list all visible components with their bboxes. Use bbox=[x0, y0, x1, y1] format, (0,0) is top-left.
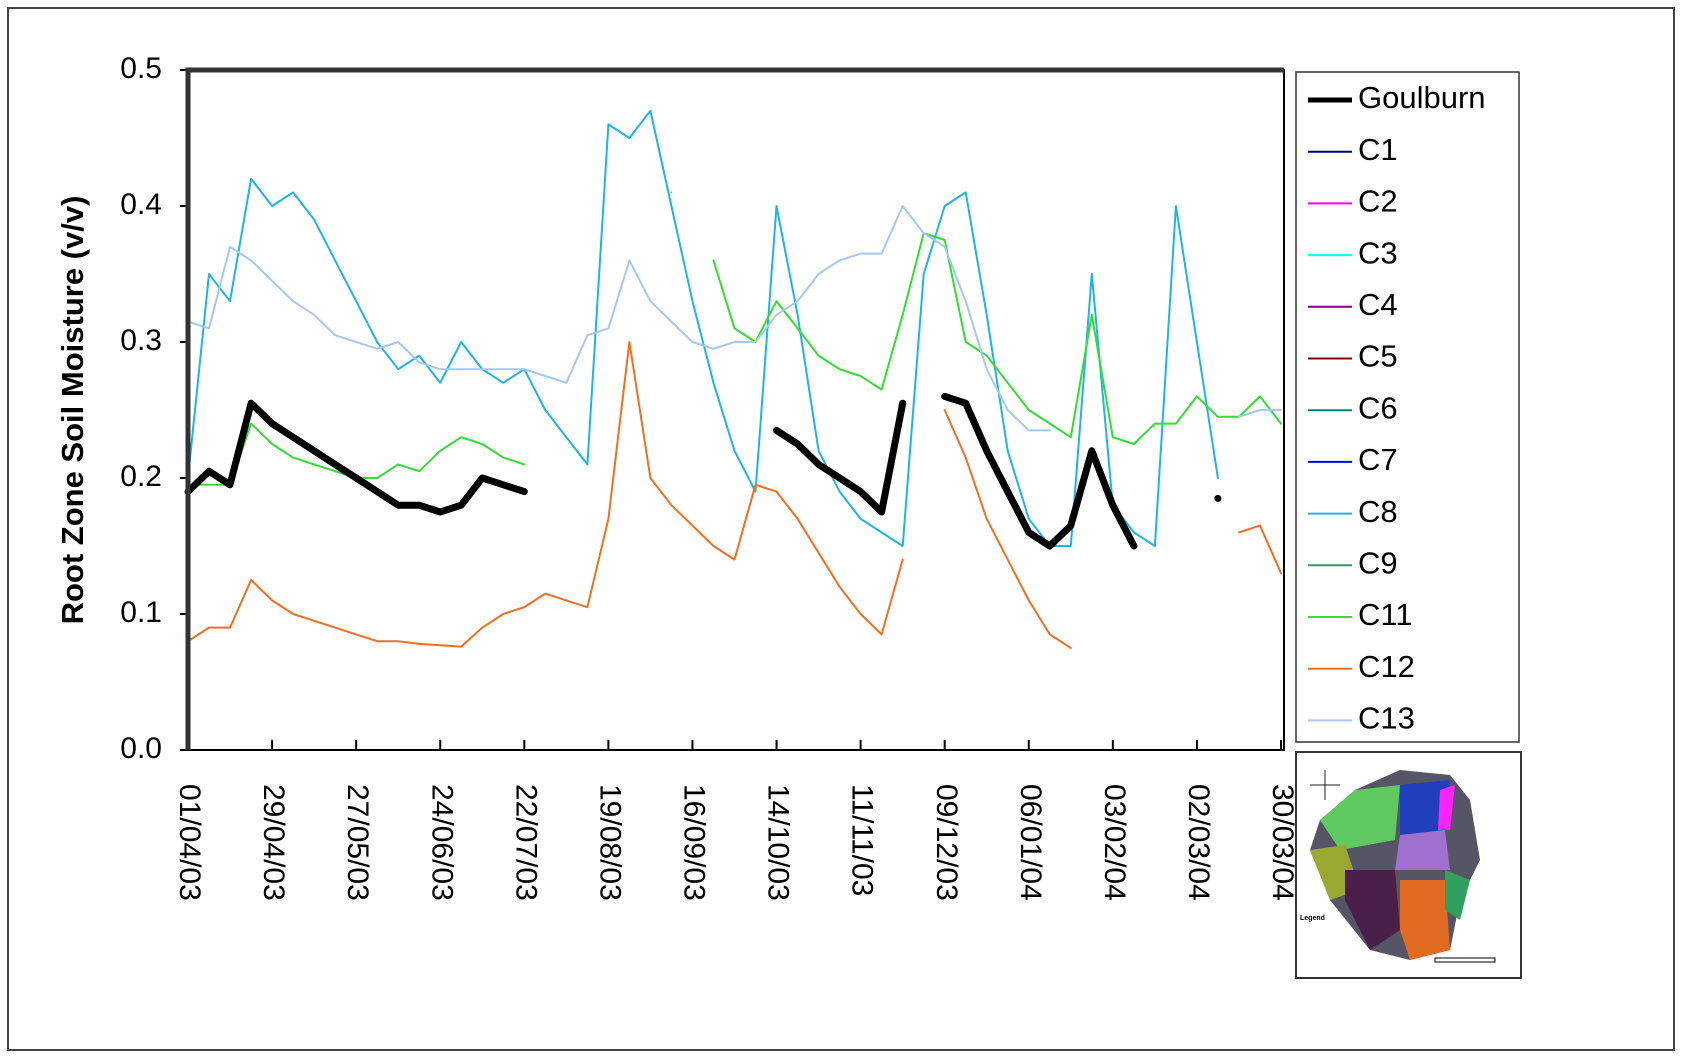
x-tick-label: 14/10/03 bbox=[762, 784, 795, 901]
y-tick-label: 0.5 bbox=[120, 52, 162, 85]
legend-label: C8 bbox=[1358, 494, 1398, 529]
plot-border-heavy bbox=[185, 67, 1284, 750]
x-tick-label: 03/02/04 bbox=[1098, 784, 1131, 901]
legend-label: C9 bbox=[1358, 545, 1398, 580]
legend: Goulburn C1 C2 C3 C4 C5 C6 C7 C8 C9 C11 C12 C13 bbox=[1308, 80, 1486, 736]
x-tick-label: 22/07/03 bbox=[509, 784, 542, 901]
x-tick-label: 09/12/03 bbox=[930, 784, 963, 901]
x-tick-label: 02/03/04 bbox=[1182, 784, 1215, 901]
y-axis-label: Root Zone Soil Moisture (v/v) bbox=[55, 196, 90, 625]
legend-label: C7 bbox=[1358, 442, 1398, 477]
legend-label: C13 bbox=[1358, 701, 1415, 736]
y-tick-label: 0.0 bbox=[120, 732, 162, 765]
map-legend-label: Legend bbox=[1300, 915, 1325, 922]
series-line bbox=[187, 341, 1282, 649]
y-tick-label: 0.4 bbox=[120, 188, 162, 221]
x-tick-label: 11/11/03 bbox=[846, 784, 879, 896]
x-tick-label: 16/09/03 bbox=[678, 784, 711, 901]
map-inset: Legend bbox=[1295, 751, 1522, 979]
x-tick-label: 01/04/03 bbox=[173, 784, 206, 901]
legend-label: C4 bbox=[1358, 287, 1398, 322]
plot-area bbox=[188, 70, 1284, 750]
plot: 0.0 0.1 0.2 0.3 0.4 0.5 01/04/03 29/04/03 27/05/… bbox=[120, 52, 1299, 901]
x-tick-label: 24/06/03 bbox=[425, 784, 458, 901]
legend-label: C12 bbox=[1358, 649, 1415, 684]
x-tick-label: 30/03/04 bbox=[1266, 784, 1299, 901]
y-tick-label: 0.1 bbox=[120, 596, 162, 629]
legend-label: C6 bbox=[1358, 390, 1398, 425]
y-tick-label: 0.2 bbox=[120, 460, 162, 493]
legend-label: C3 bbox=[1358, 235, 1398, 270]
legend-label: Goulburn bbox=[1358, 80, 1486, 115]
legend-box bbox=[1295, 71, 1520, 743]
legend-label: C1 bbox=[1358, 132, 1398, 167]
x-tick-label: 06/01/04 bbox=[1014, 784, 1047, 901]
y-tick-label: 0.3 bbox=[120, 324, 162, 357]
legend-label: C5 bbox=[1358, 339, 1398, 374]
x-tick-label: 29/04/03 bbox=[257, 784, 290, 901]
legend-label: C2 bbox=[1358, 184, 1398, 219]
series-line bbox=[187, 205, 1282, 432]
series-line bbox=[184, 392, 1222, 550]
legend-label: C11 bbox=[1358, 597, 1413, 632]
x-tick-label: 27/05/03 bbox=[341, 784, 374, 901]
x-tick-label: 19/08/03 bbox=[593, 784, 626, 901]
